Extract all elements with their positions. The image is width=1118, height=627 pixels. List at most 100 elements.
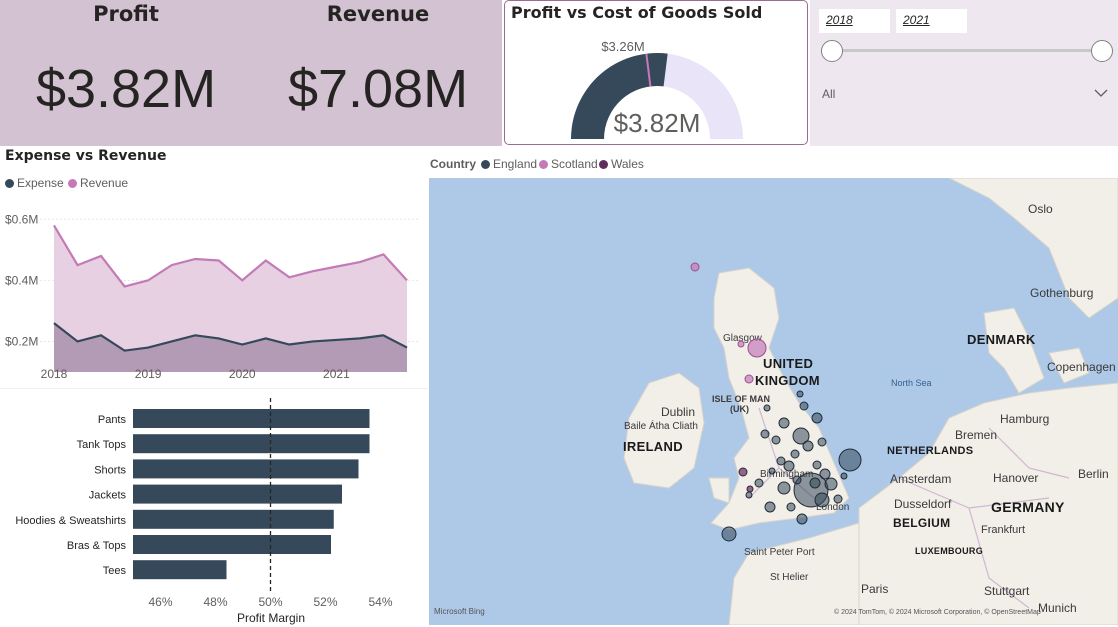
map-bubble-england: [763, 404, 771, 412]
y-tick-label: $0.6M: [5, 212, 38, 226]
map-label-glasgow: Glasgow: [723, 333, 762, 344]
revenue-legend-dot: [68, 179, 77, 189]
map-bubble-england: [754, 478, 764, 488]
profit-value: $3.82M: [35, 59, 217, 119]
start-date-input[interactable]: 2018: [819, 9, 890, 33]
map-bubble-england: [768, 467, 776, 475]
gauge-target-label: $3.26M: [601, 39, 644, 54]
map-bubble-england: [840, 472, 848, 480]
date-range-track[interactable]: [833, 49, 1103, 52]
england-legend-dot: [481, 160, 490, 170]
map-label-dublin: Dublin: [661, 405, 696, 419]
map-bubble-england: [838, 448, 862, 472]
y-tick-label: $0.4M: [5, 273, 38, 287]
map-label-amsterdam: Amsterdam: [890, 472, 952, 486]
map-bubble-england: [790, 449, 800, 459]
profit-margin-bar: [133, 409, 370, 428]
profit-title: Profit: [93, 2, 159, 26]
profit-margin-bar: [133, 509, 334, 529]
map-label-isle-of-man-2: (UK): [730, 404, 749, 414]
map-label-germany: GERMANY: [991, 499, 1065, 515]
map-label-denmark: DENMARK: [967, 332, 1036, 347]
gauge-card[interactable]: Profit vs Cost of Goods Sold $3.26M $3.8…: [504, 0, 808, 145]
map-label-netherlands: NETHERLANDS: [887, 445, 974, 457]
scotland-legend-label: Scotland: [551, 157, 598, 171]
gauge-title: Profit vs Cost of Goods Sold: [511, 3, 763, 22]
x-tick-label: 50%: [258, 595, 282, 609]
map-bubble-england: [811, 412, 823, 424]
map-label-munich: Munich: [1038, 601, 1077, 615]
bar-category-label: Tees: [103, 565, 127, 577]
x-tick-label: 46%: [148, 595, 172, 609]
map-bubble-england: [777, 481, 791, 495]
map-bubble-england: [819, 468, 831, 480]
map-bubble-scotland: [747, 338, 767, 358]
profit-margin-chart[interactable]: Pants Tank Tops Shorts Jackets Hoodies & Swe…: [0, 398, 428, 627]
revenue-area: [54, 225, 407, 372]
gauge-value-arc: [571, 53, 668, 139]
x-tick-label: 54%: [368, 595, 392, 609]
map-bubble-england: [809, 477, 821, 489]
wales-legend-label: Wales: [611, 157, 644, 171]
profit-margin-bar: [133, 434, 370, 454]
map[interactable]: UNITED KINGDOM DENMARK IRELAND NETHERLAN…: [429, 178, 1118, 625]
map-bubble-england: [802, 440, 814, 452]
y-tick-label: $0.2M: [5, 334, 38, 348]
map-bubble-scotland: [690, 262, 700, 272]
map-bubble-england: [792, 475, 802, 485]
kpi-panel: Profit $3.82M Revenue $7.08M: [0, 0, 502, 146]
gauge-chart: $3.26M $3.82M: [571, 39, 743, 139]
chevron-down-icon[interactable]: [1094, 88, 1108, 98]
divider: [0, 388, 428, 389]
profit-margin-bar: [133, 535, 331, 554]
map-bubble-england: [721, 526, 737, 542]
expense-legend-label: Expense: [17, 176, 64, 190]
revenue-title: Revenue: [326, 2, 430, 26]
map-bubble-england: [783, 460, 795, 472]
map-legend-title: Country: [430, 157, 476, 171]
map-bubble-england: [776, 456, 786, 466]
expense-revenue-title: Expense vs Revenue: [5, 148, 167, 164]
revenue-legend: Revenue: [68, 176, 128, 190]
x-tick-label: 2020: [229, 367, 256, 381]
start-slider-handle[interactable]: [821, 40, 843, 62]
revenue-line: [53, 224, 408, 288]
map-bubble-england: [824, 477, 838, 491]
map-label-baile-atha-cliath: Baile Átha Cliath: [624, 421, 698, 432]
map-attribution[interactable]: © 2024 TomTom, © 2024 Microsoft Corporat…: [834, 609, 1041, 616]
map-bubble-england: [814, 492, 830, 508]
england-legend-label: England: [493, 157, 538, 171]
map-label-uk-2: KINGDOM: [755, 373, 820, 388]
map-bubble-scotland: [737, 340, 745, 348]
map-bubbles[interactable]: [429, 178, 1118, 625]
legend-wales: Wales: [599, 157, 644, 171]
gauge-target-marker: [645, 53, 652, 87]
x-tick-label: 2018: [41, 367, 68, 381]
map-bubble-england: [812, 460, 822, 470]
map-label-paris: Paris: [861, 582, 889, 596]
expense-revenue-chart[interactable]: $0.2M $0.4M $0.6M 2018 2019 2020 2021: [0, 192, 428, 384]
profit-margin-bar: [133, 560, 227, 580]
map-bubble-england: [764, 501, 776, 513]
dropdown-value[interactable]: All: [822, 87, 836, 101]
scotland-legend-dot: [539, 160, 548, 170]
end-slider-handle[interactable]: [1091, 40, 1113, 62]
map-bubble-scotland: [744, 374, 754, 384]
map-bubble-england: [792, 427, 810, 445]
x-tick-label: 2019: [135, 367, 162, 381]
map-label-isle-of-man-1: ISLE OF MAN: [712, 394, 770, 404]
expense-legend-dot: [5, 179, 14, 189]
map-label-copenhagen: Copenhagen: [1047, 360, 1116, 374]
expense-area: [54, 323, 407, 372]
x-tick-label: 52%: [313, 595, 337, 609]
end-date-input[interactable]: 2021: [896, 9, 967, 33]
map-label-gothenburg: Gothenburg: [1030, 286, 1094, 300]
x-axis-title: Profit Margin: [237, 611, 305, 625]
map-bubble-england: [778, 417, 790, 429]
map-label-birmingham: Birmingham: [760, 469, 814, 480]
map-label-berlin: Berlin: [1078, 467, 1109, 481]
map-bubble-england: [817, 437, 827, 447]
bar-category-label: Jackets: [89, 490, 127, 502]
bing-logo[interactable]: Microsoft Bing: [434, 607, 485, 616]
expense-legend: Expense: [5, 176, 64, 190]
